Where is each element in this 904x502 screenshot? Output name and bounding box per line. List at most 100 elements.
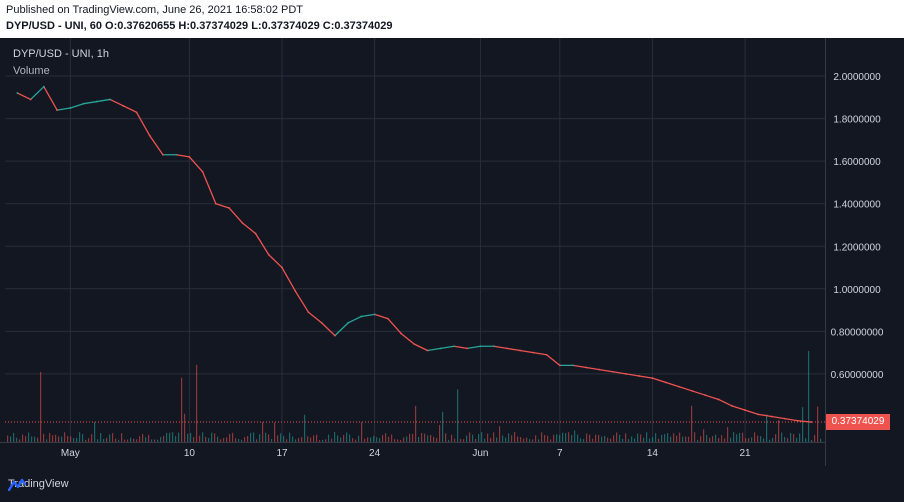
volume-bar	[535, 435, 537, 442]
volume-bar	[172, 432, 174, 442]
volume-bar	[736, 434, 738, 442]
volume-bar	[514, 432, 516, 442]
volume-bar	[565, 433, 567, 442]
price-segment	[347, 315, 363, 324]
volume-bar	[415, 405, 417, 442]
volume-bar	[544, 434, 546, 442]
volume-bar	[559, 434, 561, 442]
price-point	[744, 409, 746, 411]
price-point	[334, 334, 336, 337]
price-point	[611, 370, 614, 373]
price-segment	[29, 86, 45, 101]
volume-bar	[589, 434, 591, 442]
volume-bar	[223, 437, 225, 442]
volume-bar	[76, 437, 78, 442]
volume-bar	[679, 432, 681, 442]
volume-bar	[769, 439, 771, 442]
volume-bar	[310, 437, 312, 442]
volume-bar	[451, 434, 453, 442]
volume-bar	[787, 438, 789, 442]
published-info: Published on TradingView.com, June 26, 2…	[6, 4, 303, 16]
volume-bar	[682, 436, 684, 442]
volume-bar	[802, 407, 804, 442]
volume-bar	[757, 435, 759, 442]
volume-bar	[268, 434, 270, 442]
volume-bar	[454, 438, 456, 442]
price-segment	[82, 100, 98, 105]
volume-bar	[577, 434, 579, 442]
x-tick-label: Jun	[472, 448, 488, 459]
price-segment	[678, 386, 693, 392]
volume-bar	[226, 437, 228, 442]
volume-bar	[619, 434, 621, 442]
volume-bar	[739, 432, 741, 442]
price-point	[201, 170, 204, 173]
chart-legend-title: DYP/USD - UNI, 1h	[13, 48, 109, 60]
volume-bar	[154, 439, 156, 442]
volume-bar	[94, 421, 96, 442]
price-segment	[228, 207, 243, 224]
volume-bar	[196, 364, 198, 442]
price-segment	[334, 322, 349, 337]
volume-bar	[358, 435, 360, 442]
volume-bar	[460, 439, 462, 442]
volume-bar	[88, 438, 90, 442]
volume-bar	[658, 438, 660, 442]
price-segment	[215, 203, 230, 209]
price-segment	[717, 398, 733, 407]
volume-bar	[490, 438, 492, 442]
volume-bar	[232, 432, 234, 442]
volume-bar	[214, 433, 216, 442]
price-point	[678, 385, 680, 388]
price-point	[545, 353, 548, 356]
price-point	[558, 364, 561, 367]
chart-area[interactable]: May 10 17 24 Jun 7 14 21 2.0000000 1.8000000 1.600…	[0, 38, 904, 466]
volume-bar	[445, 433, 447, 442]
volume-bar	[412, 433, 414, 442]
price-segment	[294, 290, 310, 313]
tradingview-brand[interactable]: TradingView	[8, 478, 69, 492]
volume-bar	[814, 434, 816, 442]
volume-bar	[160, 436, 162, 442]
volume-bar	[343, 434, 345, 442]
price-chart[interactable]: May 10 17 24 Jun 7 14 21 2.0000000 1.8000000 1.600…	[0, 38, 904, 466]
volume-bar	[592, 438, 594, 442]
volume-bar	[505, 437, 507, 442]
volume-bar	[661, 434, 663, 442]
price-point	[360, 315, 363, 318]
volume-bar	[655, 433, 657, 442]
volume-bar	[571, 434, 573, 442]
volume-bar	[262, 422, 264, 442]
volume-bar	[808, 350, 810, 442]
volume-bar	[229, 434, 231, 442]
volume-bar	[52, 435, 54, 442]
volume-bar	[637, 433, 639, 442]
price-point	[691, 390, 694, 392]
price-point	[466, 347, 469, 350]
volume-bar	[643, 437, 645, 442]
price-point	[757, 413, 760, 416]
volume-bar	[532, 439, 534, 442]
volume-bar	[616, 432, 618, 442]
price-point	[320, 321, 323, 324]
price-point	[400, 332, 402, 335]
volume-bar	[742, 432, 744, 442]
x-tick-label: 7	[557, 448, 563, 459]
volume-bar	[523, 438, 525, 442]
price-point	[175, 153, 178, 156]
volume-bar	[211, 432, 213, 442]
volume-bar	[340, 437, 342, 442]
volume-bar	[199, 435, 201, 442]
volume-bar	[109, 434, 111, 442]
volume-bar	[520, 437, 522, 442]
volume-bar	[784, 436, 786, 442]
volume-bar	[529, 439, 531, 442]
volume-bar	[82, 434, 84, 442]
volume-bar	[361, 422, 363, 442]
price-segment	[665, 381, 680, 388]
volume-bar	[43, 433, 45, 442]
volume-bar	[352, 438, 354, 442]
volume-bar	[811, 439, 813, 442]
price-point	[479, 345, 482, 348]
volume-bar	[487, 433, 489, 442]
